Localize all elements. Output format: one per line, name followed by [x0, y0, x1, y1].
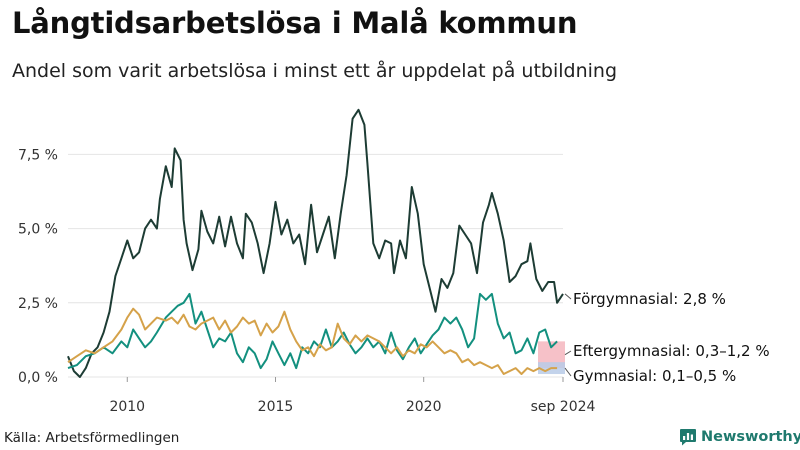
label-connector — [564, 293, 572, 300]
x-axis-ticks: 2010 2015 2020 sep 2024 — [109, 377, 596, 415]
brand-logo: Newsworthy — [679, 428, 800, 446]
label-connector — [564, 350, 572, 356]
chart-subtitle: Andel som varit arbetslösa i minst ett å… — [12, 60, 618, 82]
series-line — [67, 292, 558, 370]
chart-title: Långtidsarbetslösa i Malå kommun — [12, 6, 578, 40]
y-tick-label: 7,5 % — [18, 147, 58, 163]
series-end-label: Eftergymnasial: 0,3–1,2 % — [573, 342, 770, 360]
x-tick-label: 2015 — [258, 399, 294, 415]
newsworthy-logo-icon — [680, 429, 696, 446]
gridlines — [68, 153, 563, 378]
x-tick-label: sep 2024 — [531, 399, 596, 415]
series-end-labels: Förgymnasial: 2,8 % Eftergymnasial: 0,3–1… — [564, 290, 770, 385]
x-tick-label: 2020 — [406, 399, 442, 415]
source-note: Källa: Arbetsförmedlingen — [4, 430, 180, 446]
series-lines — [67, 108, 564, 378]
y-tick-label: 0,0 % — [18, 370, 58, 386]
label-connector — [564, 367, 572, 377]
x-tick-label: 2010 — [109, 399, 145, 415]
y-axis-ticks: 0,0 % 2,5 % 5,0 % 7,5 % — [18, 147, 58, 386]
y-tick-label: 2,5 % — [18, 296, 58, 312]
series-line — [67, 307, 558, 375]
y-tick-label: 5,0 % — [18, 222, 58, 238]
series-end-label: Förgymnasial: 2,8 % — [573, 290, 726, 308]
brand-name: Newsworthy — [701, 429, 800, 445]
series-end-label: Gymnasial: 0,1–0,5 % — [573, 367, 736, 385]
series-line — [67, 108, 564, 378]
